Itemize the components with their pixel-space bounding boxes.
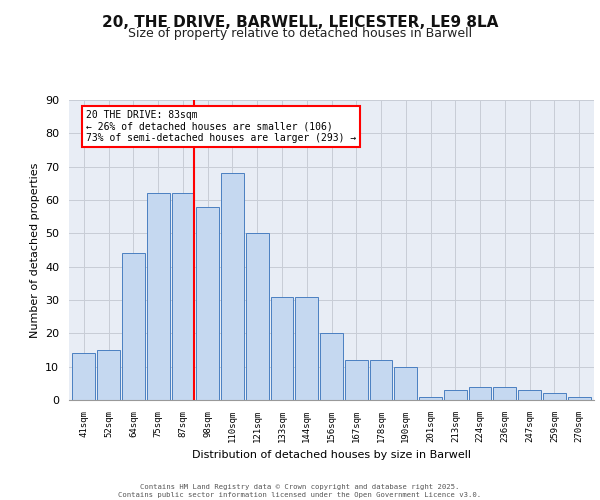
Bar bbox=[370, 360, 392, 400]
Bar bbox=[73, 354, 95, 400]
Bar bbox=[271, 296, 293, 400]
Text: 20, THE DRIVE, BARWELL, LEICESTER, LE9 8LA: 20, THE DRIVE, BARWELL, LEICESTER, LE9 8… bbox=[102, 15, 498, 30]
Text: Contains HM Land Registry data © Crown copyright and database right 2025.
Contai: Contains HM Land Registry data © Crown c… bbox=[118, 484, 482, 498]
Text: Size of property relative to detached houses in Barwell: Size of property relative to detached ho… bbox=[128, 28, 472, 40]
Bar bbox=[172, 194, 194, 400]
Bar bbox=[295, 296, 318, 400]
X-axis label: Distribution of detached houses by size in Barwell: Distribution of detached houses by size … bbox=[192, 450, 471, 460]
Bar bbox=[493, 386, 516, 400]
Bar bbox=[394, 366, 417, 400]
Bar bbox=[320, 334, 343, 400]
Text: 20 THE DRIVE: 83sqm
← 26% of detached houses are smaller (106)
73% of semi-detac: 20 THE DRIVE: 83sqm ← 26% of detached ho… bbox=[86, 110, 356, 143]
Bar bbox=[568, 396, 590, 400]
Bar bbox=[196, 206, 219, 400]
Bar bbox=[122, 254, 145, 400]
Bar bbox=[419, 396, 442, 400]
Bar bbox=[221, 174, 244, 400]
Bar bbox=[147, 194, 170, 400]
Bar bbox=[543, 394, 566, 400]
Bar bbox=[97, 350, 120, 400]
Bar bbox=[444, 390, 467, 400]
Bar bbox=[469, 386, 491, 400]
Bar bbox=[246, 234, 269, 400]
Y-axis label: Number of detached properties: Number of detached properties bbox=[29, 162, 40, 338]
Bar bbox=[345, 360, 368, 400]
Bar bbox=[518, 390, 541, 400]
